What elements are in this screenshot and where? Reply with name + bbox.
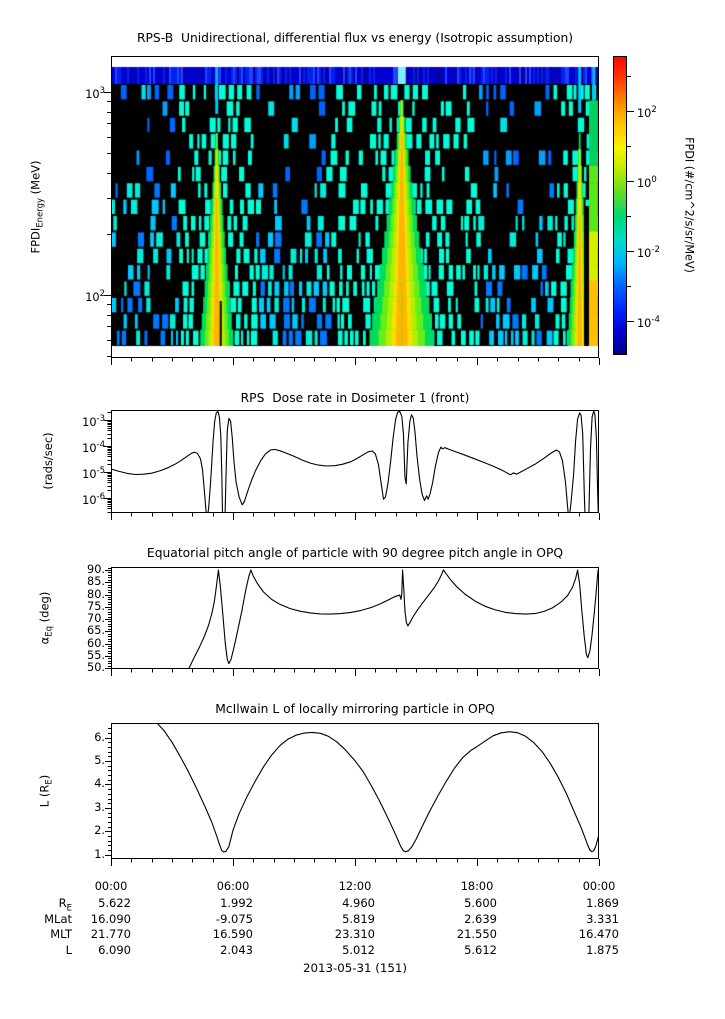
y-tick-label: 85. — [87, 575, 105, 589]
ylabel-main: α — [37, 636, 52, 645]
x-tick-label: 00:00 — [94, 880, 128, 893]
spectrogram-heatmap — [111, 56, 599, 358]
spectrogram-y-axis-label: FPDIEnergy (MeV) — [28, 160, 45, 253]
table-cell: 4.960 — [342, 896, 375, 910]
y-tick-label: 102 — [85, 289, 105, 304]
colorbar-tick-label: 102 — [637, 105, 657, 120]
mcilwain-l-y-axis-label: L (RE) — [37, 775, 54, 807]
colorbar-label: FPDI (#/cm^2/s/sr/MeV) — [682, 137, 696, 273]
table-cell: 21.770 — [90, 927, 131, 941]
y-tick-label: 50. — [87, 661, 105, 674]
table-row-label: L — [65, 942, 72, 957]
y-tick-label: 103 — [85, 86, 105, 101]
y-tick-label: 55. — [87, 648, 105, 662]
colorbar-tick-label: 10-4 — [637, 315, 660, 330]
table-cell: 5.600 — [464, 896, 497, 910]
table-row-label: RE — [58, 896, 72, 914]
date-label: 2013-05-31 (151) — [302, 961, 408, 975]
table-cell: 3.331 — [586, 911, 619, 926]
table-cell: 1.875 — [586, 942, 619, 957]
dose-rate-y-axis-label: (rads/sec) — [41, 432, 55, 490]
table-cell: 2.043 — [220, 942, 253, 957]
x-tick-label: 06:00 — [216, 880, 250, 893]
table-cell: 21.550 — [456, 927, 497, 941]
x-tick-label: 00:00 — [582, 880, 616, 893]
ylabel-sub: Energy — [35, 197, 46, 228]
table-row-label: MLT — [50, 927, 72, 941]
y-tick-label: 10-6 — [82, 492, 105, 507]
ylabel-sub: E — [44, 779, 55, 785]
x-tick-label: 12:00 — [338, 880, 372, 893]
table-cell: 23.310 — [334, 927, 375, 941]
y-tick-label: 10-3 — [82, 414, 105, 429]
ylabel-sub: Eq — [44, 625, 55, 637]
table-cell: 2.639 — [464, 911, 497, 926]
table-cell: 5.012 — [342, 942, 375, 957]
table-cell: 16.090 — [90, 911, 131, 926]
table-cell: 16.470 — [578, 927, 619, 941]
y-tick-label: 5. — [94, 753, 105, 767]
table-cell: 1.869 — [586, 896, 619, 910]
table-cell: 16.590 — [212, 927, 253, 941]
table-cell: 5.612 — [464, 942, 497, 957]
mcilwain-l-title: McIlwain L of locally mirroring particle… — [215, 702, 495, 716]
table-row-label: MLat — [44, 911, 72, 926]
y-tick-label: 2. — [94, 824, 105, 838]
x-tick-label: 18:00 — [460, 880, 494, 893]
ylabel-unit: (MeV) — [28, 160, 43, 198]
y-tick-label: 6. — [94, 730, 105, 744]
ylabel-main: L (R — [37, 784, 52, 808]
ylabel-main: FPDI — [28, 227, 43, 254]
table-cell: 5.819 — [342, 911, 375, 926]
table-cell: 5.622 — [98, 896, 131, 910]
pitch-angle-title: Equatorial pitch angle of particle with … — [146, 546, 564, 560]
y-tick-label: 90. — [87, 563, 105, 576]
dose-rate-title: RPS Dose rate in Dosimeter 1 (front) — [240, 391, 470, 405]
table-cell: -9.075 — [215, 911, 253, 926]
table-cell: 1.992 — [220, 896, 253, 910]
ylabel-unit: (deg) — [37, 591, 52, 626]
y-tick-label: 1. — [94, 847, 105, 861]
ylabel-unit: ) — [37, 774, 52, 780]
spectrogram-title: RPS-B Unidirectional, differential flux … — [136, 31, 574, 45]
table-cell: 6.090 — [98, 942, 131, 957]
pitch-angle-y-axis-label: αEq (deg) — [37, 592, 54, 645]
